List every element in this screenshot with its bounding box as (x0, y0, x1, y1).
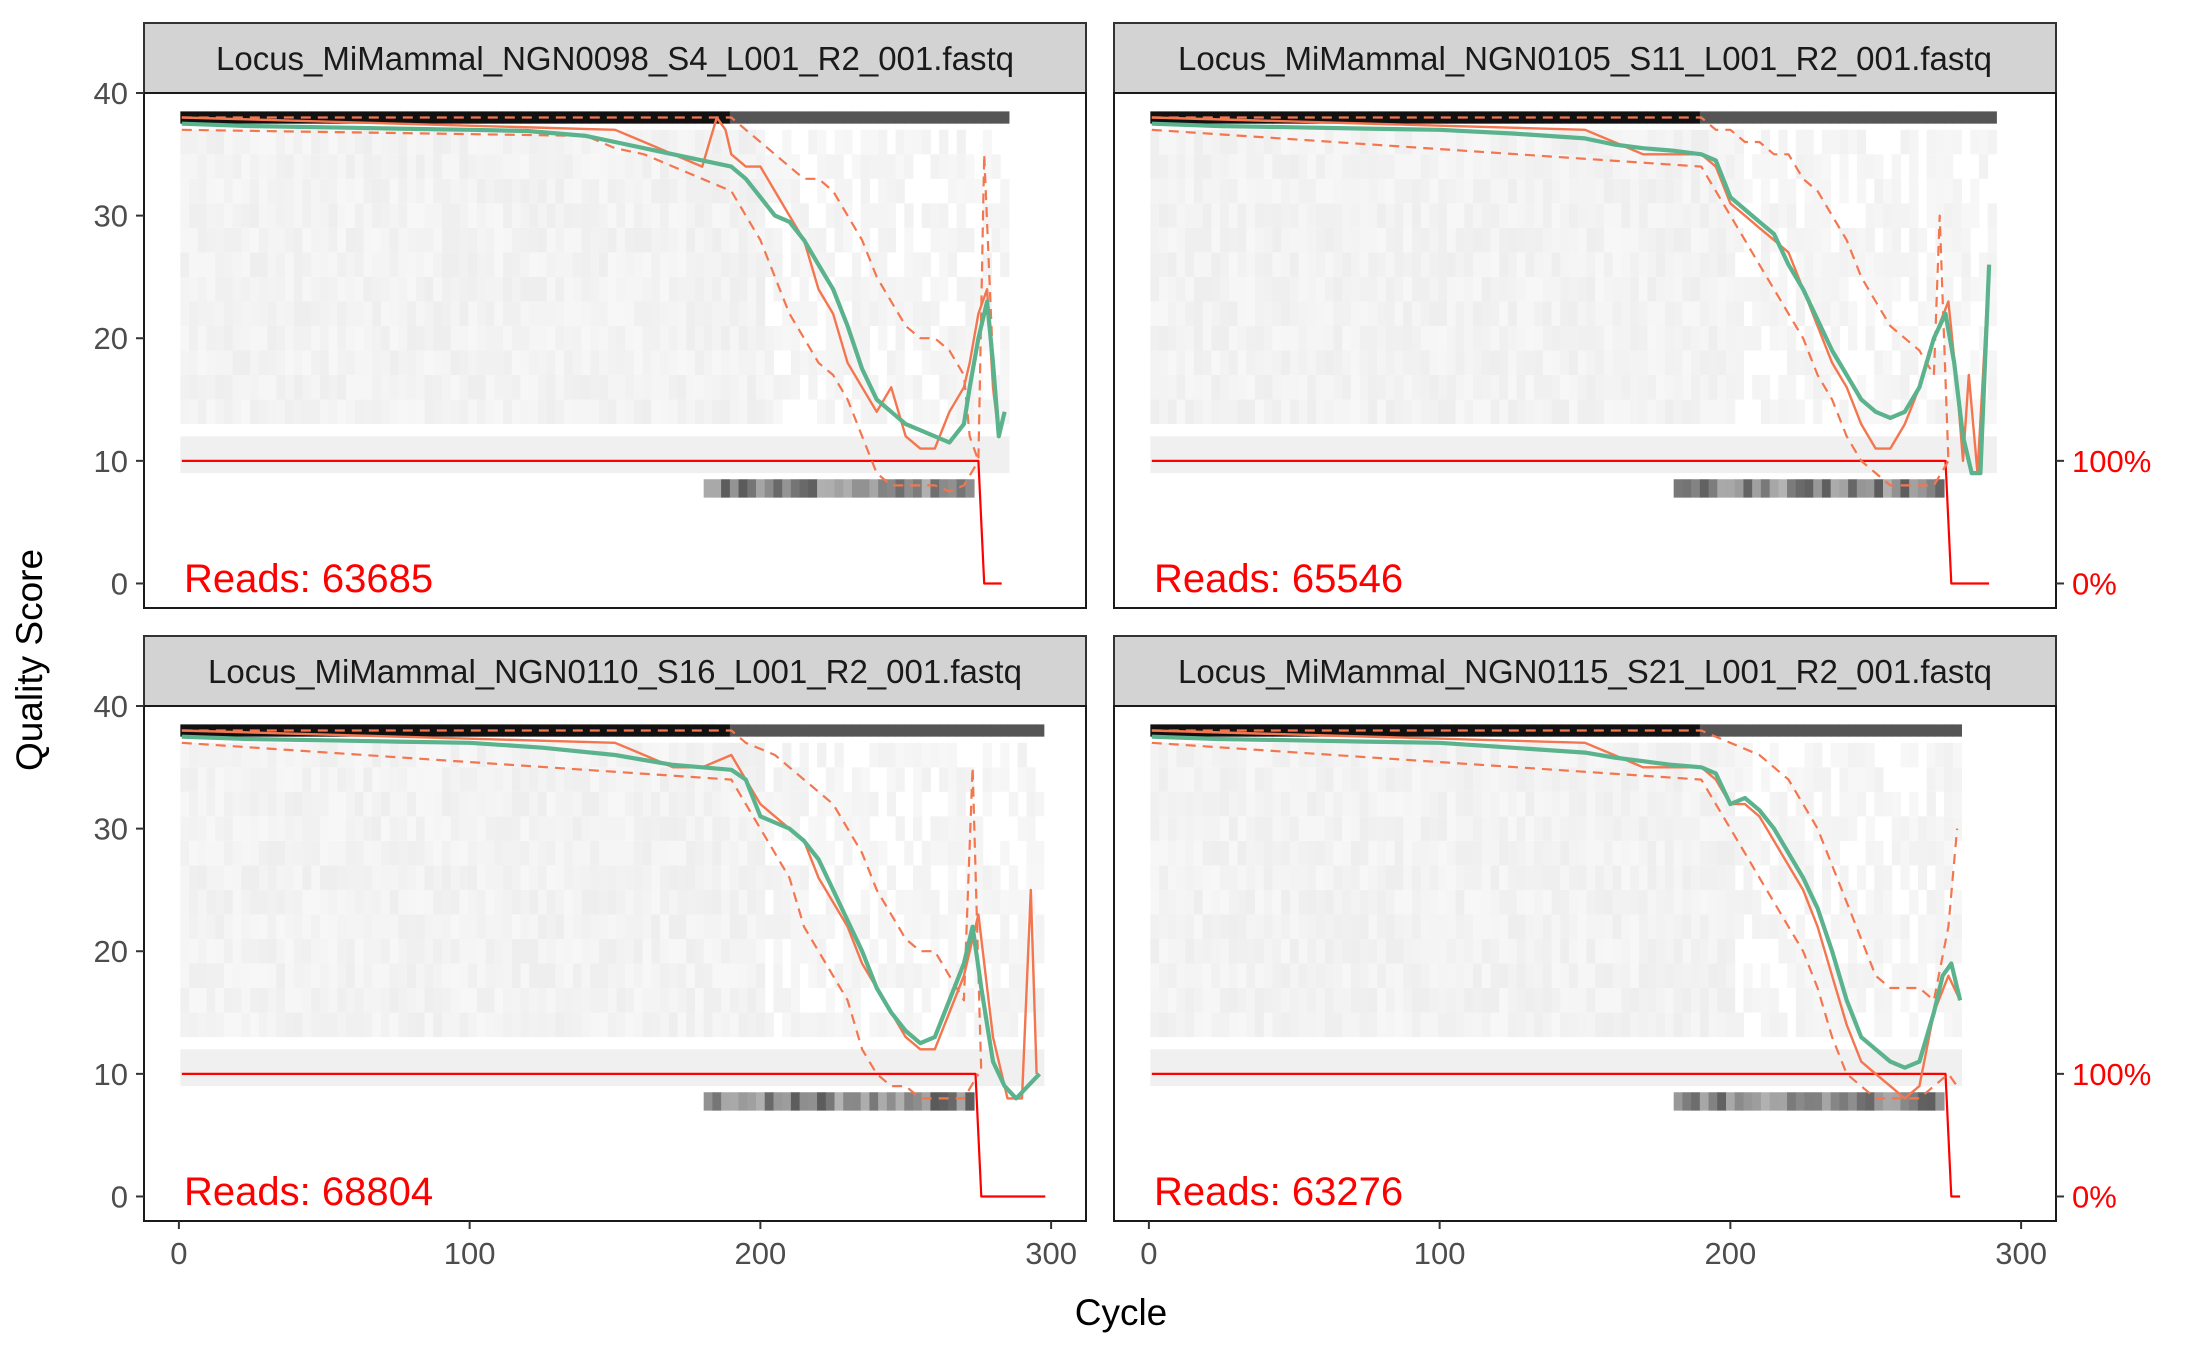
x-tick-label: 100 (1414, 1236, 1466, 1271)
mean-quality-line (181, 734, 1042, 1101)
right-y-tick-label: 100% (2072, 1057, 2151, 1092)
mean-quality-line (1151, 121, 1992, 476)
right-y-tick-label: 0% (2072, 566, 2117, 601)
y-tick-label: 20 (94, 934, 128, 969)
lower-quartile-line (1151, 128, 1950, 487)
reads-count-label: Reads: 68804 (184, 1170, 433, 1214)
x-tick-label: 200 (1705, 1236, 1757, 1271)
facet-panel: Locus_MiMammal_NGN0105_S11_L001_R2_001.f… (1113, 22, 2151, 609)
quality-heatmap (1150, 111, 1997, 498)
lower-quartile-line (1151, 741, 1958, 1100)
lower-quartile-line (181, 128, 980, 493)
y-tick-label: 20 (94, 321, 128, 356)
x-tick-label: 0 (1140, 1236, 1157, 1271)
plot-area (180, 111, 1010, 585)
y-tick-label: 10 (94, 444, 128, 479)
y-tick-label: 30 (94, 199, 128, 234)
reads-count-label: Reads: 63685 (184, 557, 433, 601)
upper-quartile-line (1151, 116, 1950, 461)
facet-strip (1113, 635, 2057, 707)
upper-quartile-line (181, 116, 995, 462)
mean-quality-line (1151, 734, 1963, 1070)
facet-panel: Locus_MiMammal_NGN0110_S16_L001_R2_001.f… (94, 635, 1087, 1271)
facet-panel: Locus_MiMammal_NGN0115_S21_L001_R2_001.f… (1113, 635, 2151, 1271)
facet-strip (143, 22, 1087, 94)
panel-border (1113, 92, 2057, 609)
panel-border (143, 92, 1087, 609)
plot-area (180, 724, 1046, 1198)
y-tick-label: 40 (94, 76, 128, 111)
reads-count-label: Reads: 63276 (1154, 1170, 1403, 1214)
panel-border (143, 705, 1087, 1222)
upper-quartile-line (1151, 729, 1959, 1002)
x-tick-label: 300 (1025, 1236, 1077, 1271)
lower-quartile-line (181, 741, 980, 1100)
cumulative-reads-line (1151, 1072, 1961, 1198)
cumulative-reads-line (181, 1072, 1046, 1198)
facet-strip (1113, 22, 2057, 94)
cumulative-reads-line (181, 459, 1002, 585)
facet-strip (143, 635, 1087, 707)
facet-panels: Locus_MiMammal_NGN0098_S4_L001_R2_001.fa… (94, 22, 2151, 1271)
median-line (1151, 729, 1962, 1100)
mean-quality-line (181, 121, 1007, 445)
panel-border (1113, 705, 2057, 1222)
y-tick-label: 0 (111, 566, 128, 601)
facet-title: Locus_MiMammal_NGN0110_S16_L001_R2_001.f… (208, 653, 1022, 690)
facet-title: Locus_MiMammal_NGN0105_S11_L001_R2_001.f… (1178, 40, 1992, 77)
right-y-tick-label: 100% (2072, 444, 2151, 479)
y-tick-label: 10 (94, 1057, 128, 1092)
y-tick-label: 30 (94, 812, 128, 847)
plot-area (1150, 111, 1997, 585)
y-tick-label: 40 (94, 689, 128, 724)
x-tick-label: 200 (735, 1236, 787, 1271)
x-tick-label: 100 (444, 1236, 496, 1271)
quality-heatmap (1150, 724, 1963, 1111)
plot-area (1150, 724, 1963, 1198)
median-line (181, 729, 1038, 1100)
quality-heatmap (180, 111, 1010, 498)
facet-panel: Locus_MiMammal_NGN0098_S4_L001_R2_001.fa… (94, 22, 1087, 609)
right-y-tick-label: 0% (2072, 1179, 2117, 1214)
median-line (181, 116, 1006, 450)
quality-heatmap (180, 724, 1045, 1111)
facet-title: Locus_MiMammal_NGN0098_S4_L001_R2_001.fa… (216, 40, 1014, 77)
y-tick-label: 0 (111, 1179, 128, 1214)
facet-title: Locus_MiMammal_NGN0115_S21_L001_R2_001.f… (1178, 653, 1992, 690)
x-tick-label: 300 (1995, 1236, 2047, 1271)
cumulative-reads-line (1151, 459, 1990, 585)
x-tick-label: 0 (170, 1236, 187, 1271)
upper-quartile-line (181, 729, 983, 1074)
y-axis-label: Quality Score (9, 549, 50, 771)
x-axis-label: Cycle (1075, 1292, 1168, 1333)
reads-count-label: Reads: 65546 (1154, 557, 1403, 601)
